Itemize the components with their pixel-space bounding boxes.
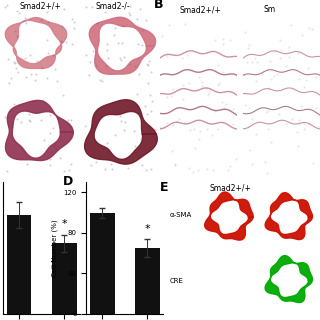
Text: α-SMA: α-SMA bbox=[170, 212, 192, 218]
Bar bbox=[135, 248, 160, 314]
Text: CRE: CRE bbox=[170, 278, 183, 284]
Y-axis label: Cell Number (%): Cell Number (%) bbox=[51, 219, 58, 277]
Text: *: * bbox=[145, 224, 150, 234]
Text: E: E bbox=[160, 181, 169, 194]
Text: Smad2+/+: Smad2+/+ bbox=[179, 5, 221, 14]
Text: Sm: Sm bbox=[264, 5, 276, 14]
Bar bbox=[90, 213, 115, 314]
Text: Smad2+/+: Smad2+/+ bbox=[19, 2, 61, 11]
Text: Smad2-/-: Smad2-/- bbox=[96, 2, 131, 11]
Text: D: D bbox=[63, 174, 74, 188]
Text: Smad2+/+: Smad2+/+ bbox=[209, 184, 251, 193]
Bar bbox=[52, 243, 76, 314]
Text: *: * bbox=[61, 219, 67, 229]
Text: B: B bbox=[154, 0, 163, 11]
Bar bbox=[7, 215, 31, 314]
